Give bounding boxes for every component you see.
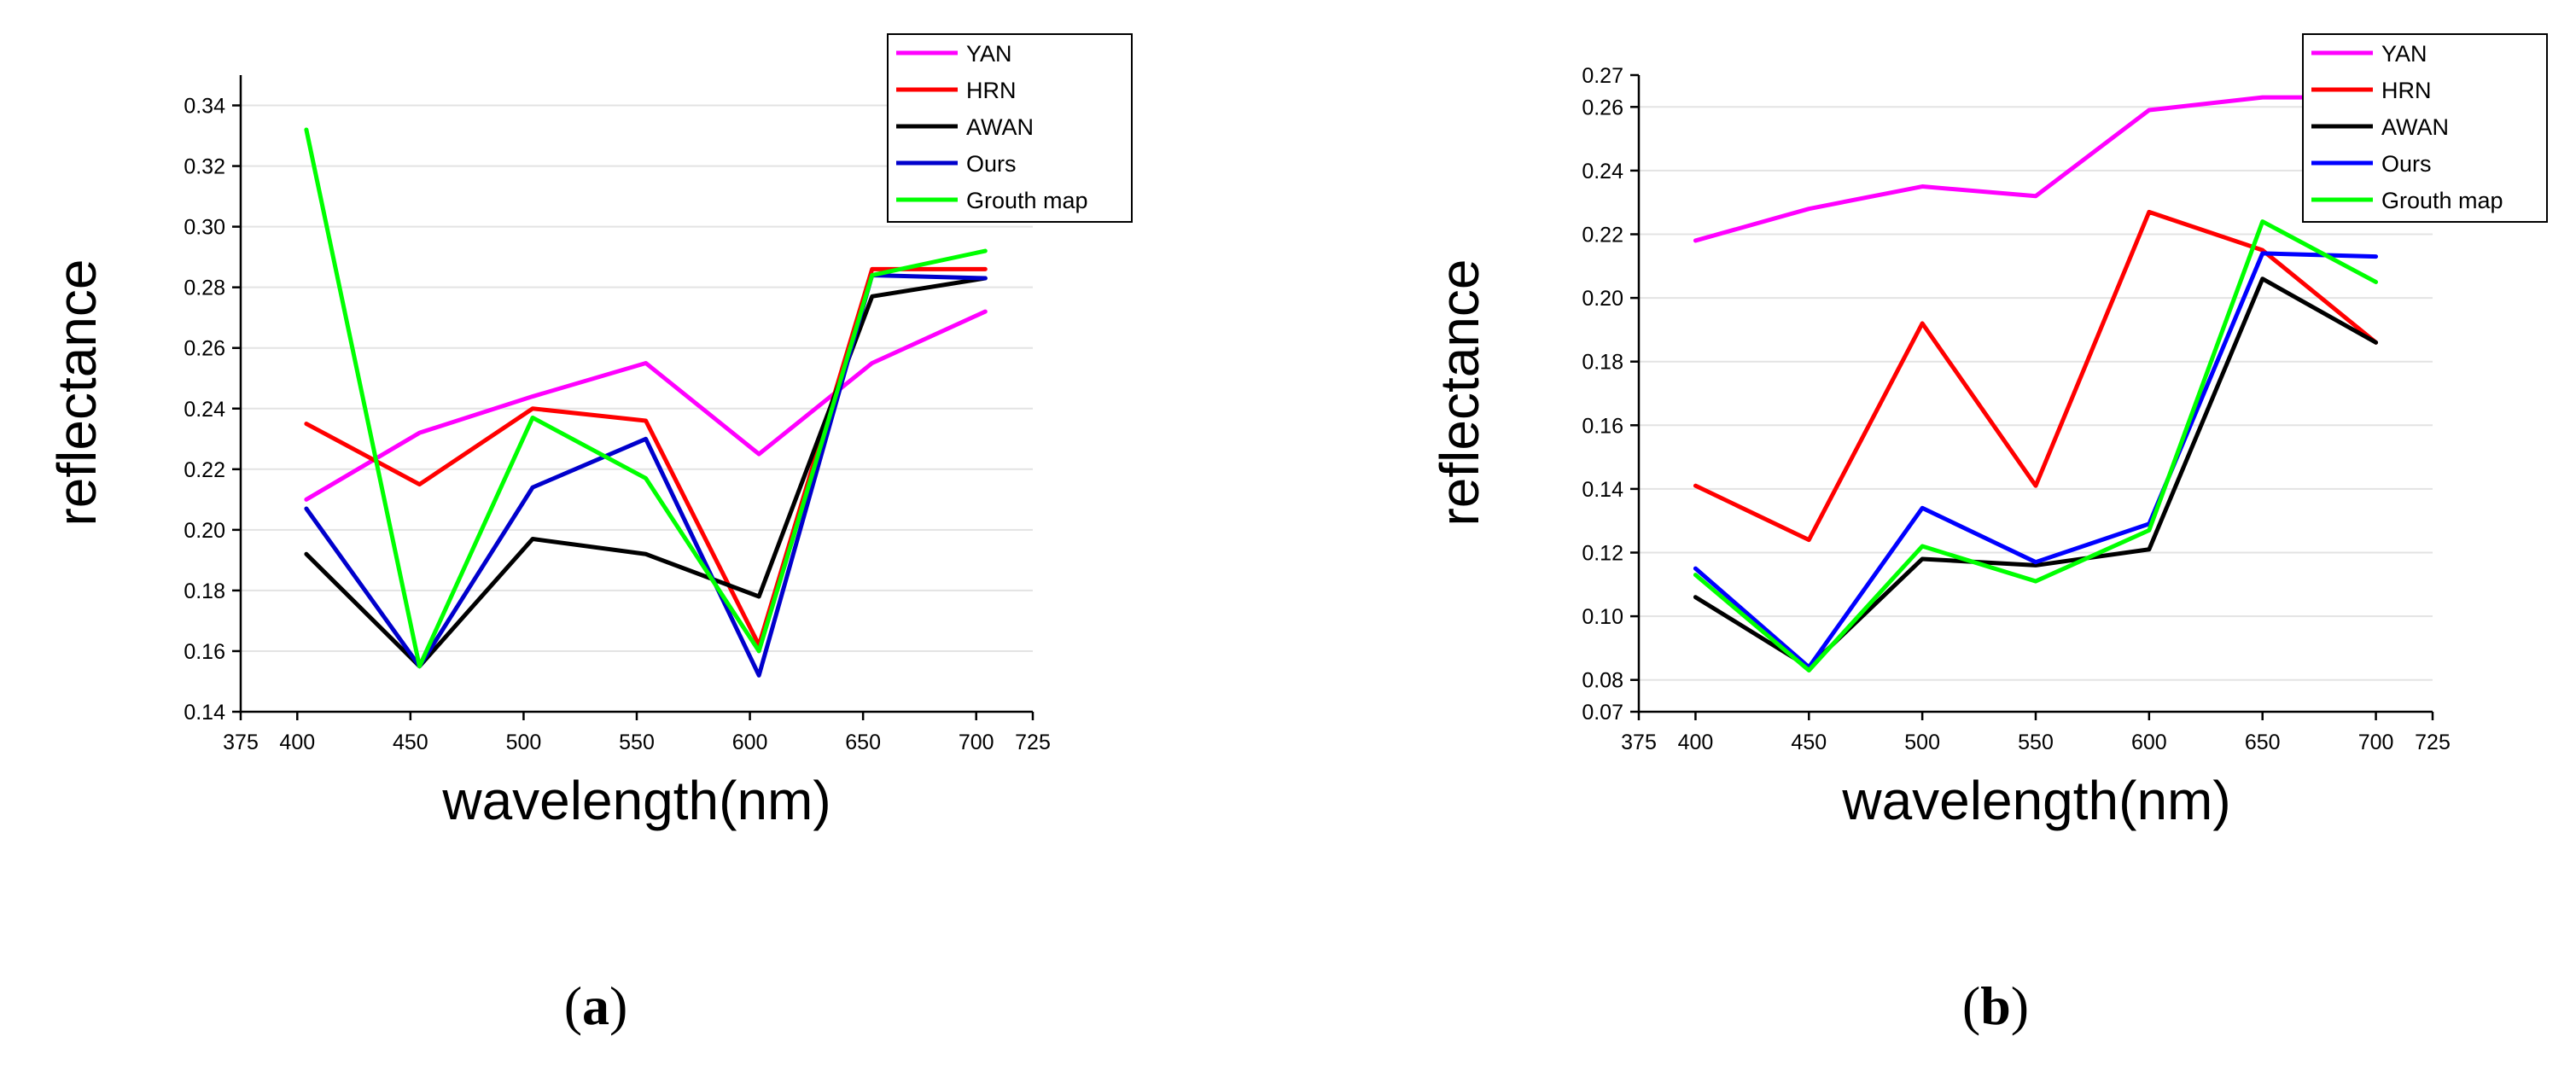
legend-label: Grouth map bbox=[2381, 188, 2503, 213]
legend-label: YAN bbox=[966, 41, 1012, 67]
y-axis-title: reflectance bbox=[1429, 259, 1490, 526]
y-tick-label: 0.18 bbox=[1582, 351, 1623, 375]
x-tick-label: 725 bbox=[1015, 731, 1051, 754]
series-line-yan bbox=[1693, 95, 2379, 243]
panel-paren-open: ( bbox=[564, 975, 582, 1036]
series-line-grouth-map bbox=[304, 127, 988, 669]
y-tick-label: 0.34 bbox=[184, 95, 225, 119]
series-line-grouth-map bbox=[1693, 219, 2379, 673]
legend-label: HRN bbox=[966, 78, 1017, 103]
y-tick-label: 0.10 bbox=[1582, 605, 1623, 629]
legend-label: AWAN bbox=[2381, 114, 2449, 140]
y-tick-label: 0.16 bbox=[1582, 414, 1623, 438]
legend-label: Ours bbox=[966, 151, 1017, 177]
legend: YAN HRN AWAN Ours Grouth map bbox=[2302, 33, 2548, 223]
x-tick-label: 550 bbox=[2018, 731, 2054, 754]
panel-paren-close: ) bbox=[2011, 975, 2029, 1036]
x-tick-label: 400 bbox=[1678, 731, 1714, 754]
y-tick-label: 0.14 bbox=[1582, 478, 1623, 502]
x-tick-label: 450 bbox=[393, 731, 428, 754]
y-tick-label: 0.16 bbox=[184, 640, 225, 664]
y-tick-label: 0.28 bbox=[184, 277, 225, 300]
y-tick-label: 0.18 bbox=[184, 579, 225, 603]
x-tick-label: 600 bbox=[732, 731, 768, 754]
x-tick-label: 700 bbox=[2358, 731, 2394, 754]
panel-letter: b bbox=[1980, 975, 2011, 1036]
legend-label: YAN bbox=[2381, 41, 2427, 67]
x-tick-label: 700 bbox=[959, 731, 994, 754]
y-tick-label: 0.24 bbox=[1582, 160, 1623, 183]
y-tick-label: 0.26 bbox=[184, 337, 225, 361]
legend-label: HRN bbox=[2381, 78, 2432, 103]
y-tick-label: 0.30 bbox=[184, 216, 225, 240]
panel-label: (a) bbox=[564, 975, 628, 1036]
legend: YAN HRN AWAN Ours Grouth map bbox=[887, 33, 1133, 223]
x-tick-label: 550 bbox=[619, 731, 655, 754]
y-tick-label: 0.20 bbox=[184, 519, 225, 543]
chart-panel-b: 0.07 0.08 0.10 0.12 0.14 0.16 0.18 0.20 0.22 0.24… bbox=[1429, 33, 2548, 1036]
y-tick-label: 0.26 bbox=[1582, 96, 1623, 119]
chart-panel-a: 0.14 0.16 0.18 0.20 0.22 0.24 0.26 0.28 0.30 0.32… bbox=[46, 33, 1133, 1036]
series-line-ours bbox=[1693, 251, 2379, 670]
series-line-hrn bbox=[304, 266, 988, 648]
y-tick-label: 0.07 bbox=[1582, 701, 1623, 725]
y-tick-label: 0.20 bbox=[1582, 287, 1623, 311]
series-line-awan bbox=[1693, 277, 2379, 670]
x-tick-label: 375 bbox=[1621, 731, 1657, 754]
x-tick-label: 650 bbox=[845, 731, 881, 754]
series-line-yan bbox=[304, 309, 988, 502]
legend-label: Grouth map bbox=[966, 188, 1088, 213]
x-tick-label: 400 bbox=[279, 731, 315, 754]
y-tick-label: 0.08 bbox=[1582, 669, 1623, 693]
panel-paren-open: ( bbox=[1962, 975, 1980, 1036]
x-axis-title: wavelength(nm) bbox=[1841, 770, 2230, 831]
x-tick-label: 375 bbox=[223, 731, 259, 754]
series-line-hrn bbox=[1693, 209, 2379, 543]
legend-label: Ours bbox=[2381, 151, 2432, 177]
y-axis-title: reflectance bbox=[46, 259, 108, 526]
panel-label: (b) bbox=[1962, 975, 2029, 1036]
x-tick-label: 500 bbox=[1904, 731, 1940, 754]
y-tick-label: 0.32 bbox=[184, 155, 225, 179]
panel-letter: a bbox=[582, 975, 609, 1036]
y-tick-label: 0.27 bbox=[1582, 64, 1623, 88]
y-tick-label: 0.12 bbox=[1582, 542, 1623, 566]
y-tick-label: 0.24 bbox=[184, 398, 225, 422]
x-tick-label: 600 bbox=[2131, 731, 2167, 754]
legend-label: AWAN bbox=[966, 114, 1034, 140]
y-tick-label: 0.22 bbox=[1582, 224, 1623, 247]
x-tick-label: 450 bbox=[1791, 731, 1827, 754]
x-tick-label: 500 bbox=[506, 731, 542, 754]
y-tick-label: 0.14 bbox=[184, 701, 225, 725]
y-tick-label: 0.22 bbox=[184, 458, 225, 482]
x-axis-title: wavelength(nm) bbox=[441, 770, 830, 831]
panel-paren-close: ) bbox=[609, 975, 627, 1036]
x-tick-label: 650 bbox=[2245, 731, 2281, 754]
x-tick-label: 725 bbox=[2415, 731, 2451, 754]
